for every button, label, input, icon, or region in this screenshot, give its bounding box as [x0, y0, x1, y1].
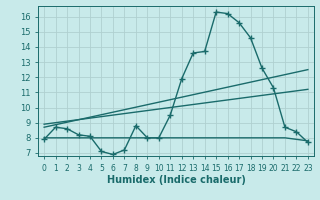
X-axis label: Humidex (Indice chaleur): Humidex (Indice chaleur)	[107, 175, 245, 185]
